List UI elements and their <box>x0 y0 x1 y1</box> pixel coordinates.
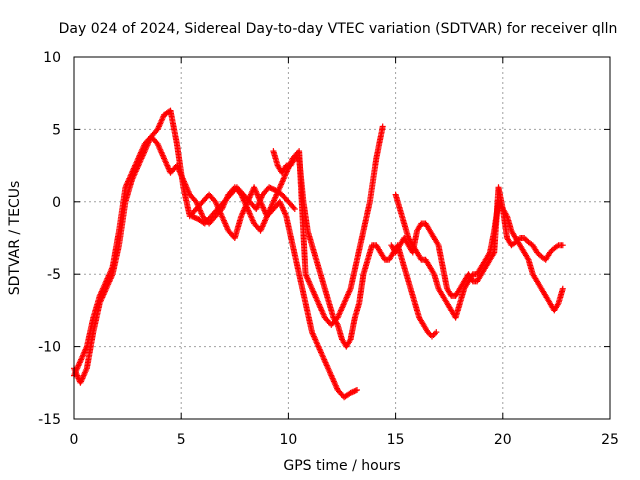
y-tick-label: -15 <box>38 412 61 428</box>
chart-title: Day 024 of 2024, Sidereal Day-to-day VTE… <box>59 21 618 37</box>
y-tick-label: 5 <box>52 122 61 138</box>
data-point-marker <box>379 123 386 130</box>
x-tick-label: 5 <box>177 432 186 448</box>
data-points <box>71 107 566 401</box>
x-axis-label: GPS time / hours <box>283 458 400 474</box>
x-tick-label: 20 <box>494 432 512 448</box>
x-tick-label: 10 <box>279 432 297 448</box>
y-tick-label: -10 <box>38 340 61 356</box>
y-tick-label: -5 <box>47 267 61 283</box>
plot-frame <box>73 56 611 420</box>
x-tick-label: 15 <box>387 432 405 448</box>
y-tick-label: 0 <box>52 195 61 211</box>
y-tick-labels: -15 -10 -5 0 5 10 <box>38 50 61 428</box>
x-tick-labels: 0 5 10 15 20 25 <box>70 432 619 448</box>
grid-lines <box>74 57 610 419</box>
y-tick-label: 10 <box>43 50 61 66</box>
data-point-marker <box>354 387 360 393</box>
axis-ticks <box>73 56 611 420</box>
x-tick-label: 25 <box>601 432 619 448</box>
x-tick-label: 0 <box>70 432 79 448</box>
data-point-marker <box>559 285 566 292</box>
data-point-marker <box>291 206 298 212</box>
data-point-marker <box>559 242 566 249</box>
data-point-marker <box>433 329 440 336</box>
y-axis-label: SDTVAR / TECUs <box>7 181 23 296</box>
